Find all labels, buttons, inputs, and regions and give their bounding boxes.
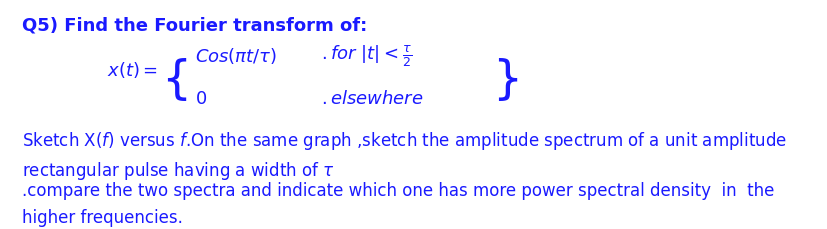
Text: $.elsewhere$: $.elsewhere$ (322, 90, 424, 108)
Text: .compare the two spectra and indicate which one has more power spectral density : .compare the two spectra and indicate wh… (22, 181, 774, 199)
Text: $Cos(\pi t/\tau)$: $Cos(\pi t/\tau)$ (195, 46, 278, 66)
Text: higher frequencies.: higher frequencies. (22, 209, 183, 226)
Text: $\{$: $\{$ (161, 56, 188, 103)
Text: rectangular pulse having a width of $\tau$: rectangular pulse having a width of $\ta… (22, 159, 335, 181)
Text: $\}$: $\}$ (491, 56, 518, 103)
Text: $0$: $0$ (195, 90, 208, 108)
Text: $.for\ |t| < \frac{\tau}{2}$: $.for\ |t| < \frac{\tau}{2}$ (322, 43, 413, 69)
Text: Q5) Find the Fourier transform of:: Q5) Find the Fourier transform of: (22, 16, 367, 34)
Text: $x(t)=$: $x(t)=$ (108, 60, 158, 80)
Text: Sketch X($f$) versus $f$.On the same graph ,sketch the amplitude spectrum of a u: Sketch X($f$) versus $f$.On the same gra… (22, 130, 786, 151)
